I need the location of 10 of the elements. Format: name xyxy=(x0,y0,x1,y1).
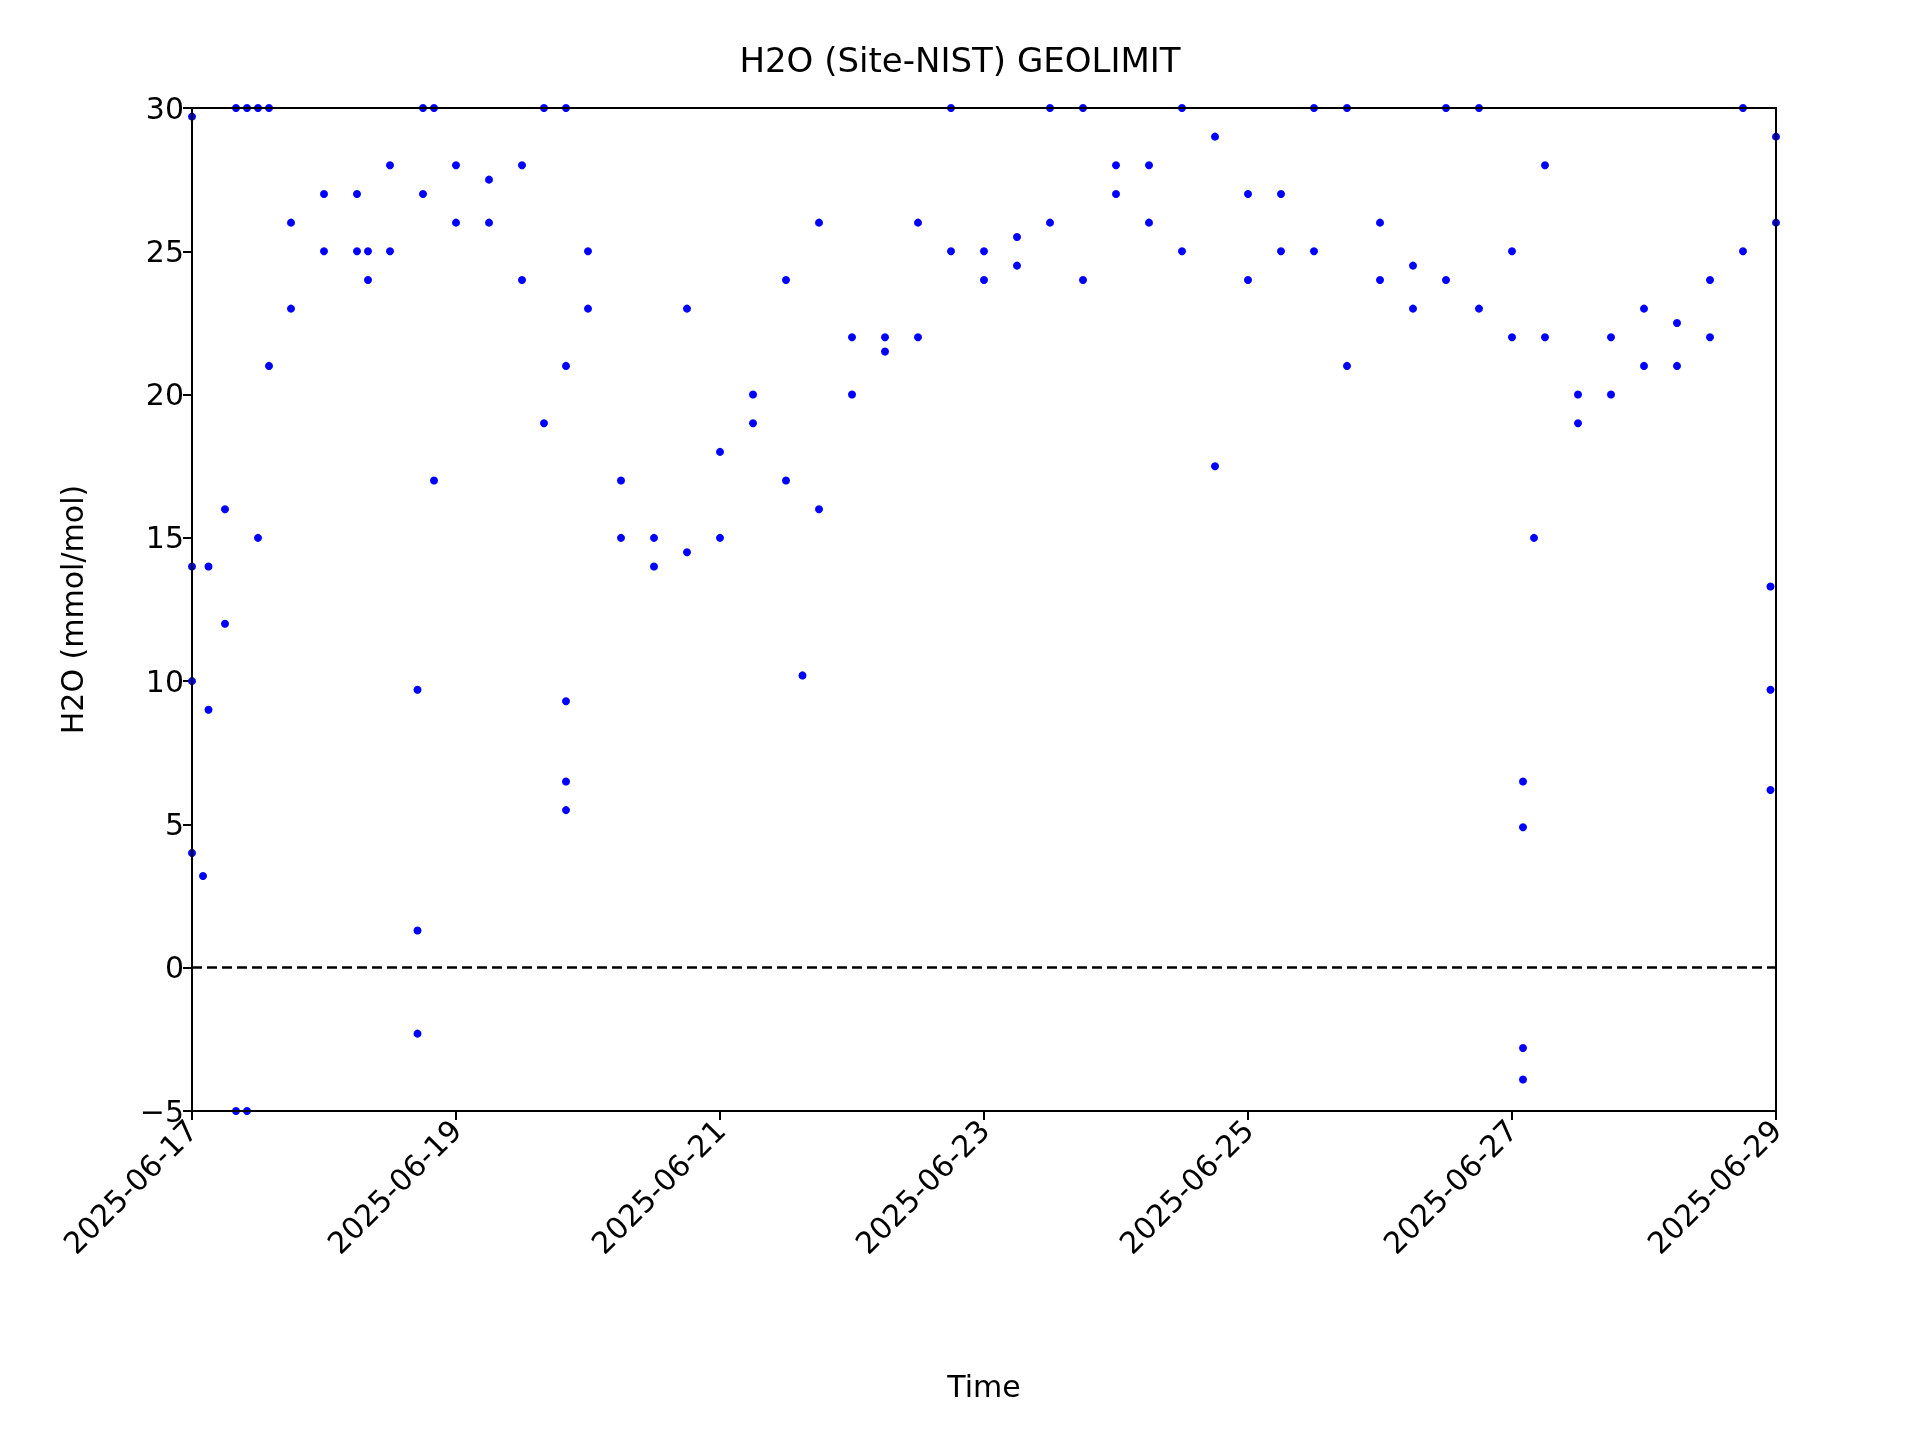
y-tick-label: 0 xyxy=(164,950,184,986)
x-axis-title: Time xyxy=(946,1368,1021,1404)
y-tick-label: 30 xyxy=(145,90,184,126)
y-tick-label: 10 xyxy=(145,663,184,699)
y-tick-label: 25 xyxy=(145,233,184,269)
y-tick-label: 5 xyxy=(164,806,184,842)
y-axis-title: H2O (mmol/mol) xyxy=(54,484,90,735)
y-tick-label: 15 xyxy=(145,520,184,556)
chart-title: H2O (Site-NIST) GEOLIMIT xyxy=(739,40,1181,80)
y-tick-label: 20 xyxy=(145,377,184,413)
